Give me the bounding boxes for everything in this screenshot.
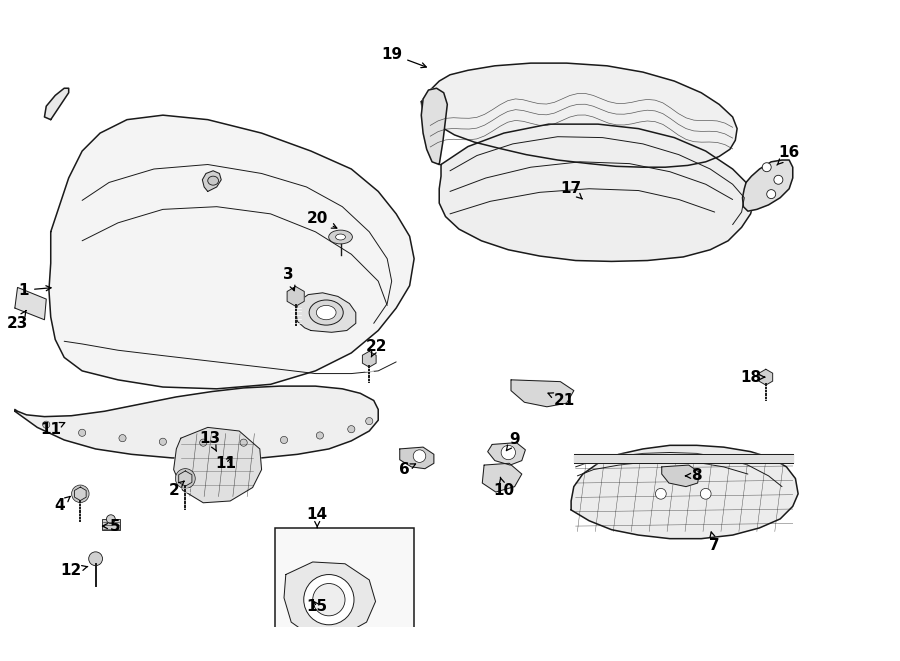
Text: 12: 12 xyxy=(60,563,87,578)
Polygon shape xyxy=(75,487,86,500)
Circle shape xyxy=(72,485,89,502)
Circle shape xyxy=(176,469,195,488)
Circle shape xyxy=(700,488,711,499)
Circle shape xyxy=(304,574,354,625)
Text: 9: 9 xyxy=(507,432,520,451)
Circle shape xyxy=(312,584,345,616)
Text: 5: 5 xyxy=(103,519,121,533)
Text: 7: 7 xyxy=(709,532,720,553)
Text: 13: 13 xyxy=(199,431,220,451)
Text: 18: 18 xyxy=(740,369,765,385)
Text: 14: 14 xyxy=(307,507,328,527)
Polygon shape xyxy=(363,351,376,367)
Circle shape xyxy=(42,421,50,428)
Text: 8: 8 xyxy=(686,469,702,483)
Circle shape xyxy=(316,432,323,439)
Circle shape xyxy=(159,438,166,446)
Circle shape xyxy=(655,488,666,499)
Circle shape xyxy=(312,642,330,661)
Circle shape xyxy=(200,439,207,446)
Polygon shape xyxy=(44,89,68,120)
Text: 19: 19 xyxy=(381,47,427,67)
Polygon shape xyxy=(759,369,773,385)
Circle shape xyxy=(119,434,126,442)
Polygon shape xyxy=(572,446,798,539)
Polygon shape xyxy=(296,293,356,332)
Ellipse shape xyxy=(336,234,346,240)
Text: 2: 2 xyxy=(168,481,184,498)
Polygon shape xyxy=(421,63,737,167)
Text: 4: 4 xyxy=(54,496,70,513)
Text: 21: 21 xyxy=(548,393,575,408)
Text: 1: 1 xyxy=(19,283,51,297)
Polygon shape xyxy=(400,447,434,469)
Circle shape xyxy=(347,426,355,433)
Polygon shape xyxy=(421,89,447,165)
Polygon shape xyxy=(174,428,262,503)
Polygon shape xyxy=(742,160,793,211)
Polygon shape xyxy=(49,115,414,389)
Polygon shape xyxy=(14,288,46,320)
Polygon shape xyxy=(662,465,699,486)
Circle shape xyxy=(240,439,248,446)
Text: 11: 11 xyxy=(40,422,65,437)
Text: 16: 16 xyxy=(777,145,800,165)
Circle shape xyxy=(413,450,426,463)
Circle shape xyxy=(767,190,776,198)
Polygon shape xyxy=(511,380,574,407)
Text: 23: 23 xyxy=(7,311,28,330)
Ellipse shape xyxy=(208,176,219,185)
Circle shape xyxy=(89,552,103,566)
Text: 20: 20 xyxy=(307,211,337,228)
Text: 3: 3 xyxy=(284,267,295,291)
Circle shape xyxy=(774,175,783,184)
Polygon shape xyxy=(439,124,755,261)
Text: 6: 6 xyxy=(399,462,416,477)
Bar xyxy=(275,528,414,658)
Text: 10: 10 xyxy=(493,477,515,498)
Ellipse shape xyxy=(309,300,343,325)
Polygon shape xyxy=(202,171,221,192)
Text: 15: 15 xyxy=(307,600,328,614)
Ellipse shape xyxy=(328,230,353,244)
Text: 11: 11 xyxy=(215,456,236,471)
Bar xyxy=(102,519,120,530)
Polygon shape xyxy=(179,471,192,486)
Ellipse shape xyxy=(316,305,336,320)
Circle shape xyxy=(365,418,373,425)
Circle shape xyxy=(762,163,771,172)
Polygon shape xyxy=(482,463,522,492)
Circle shape xyxy=(305,636,338,661)
Polygon shape xyxy=(287,286,304,306)
Circle shape xyxy=(501,446,516,459)
Circle shape xyxy=(106,515,115,524)
Circle shape xyxy=(281,436,288,444)
Polygon shape xyxy=(488,443,526,465)
Text: 17: 17 xyxy=(561,181,582,199)
Polygon shape xyxy=(284,562,375,637)
Polygon shape xyxy=(14,386,378,459)
Polygon shape xyxy=(574,454,793,463)
Text: 22: 22 xyxy=(365,339,387,357)
Circle shape xyxy=(78,429,86,436)
